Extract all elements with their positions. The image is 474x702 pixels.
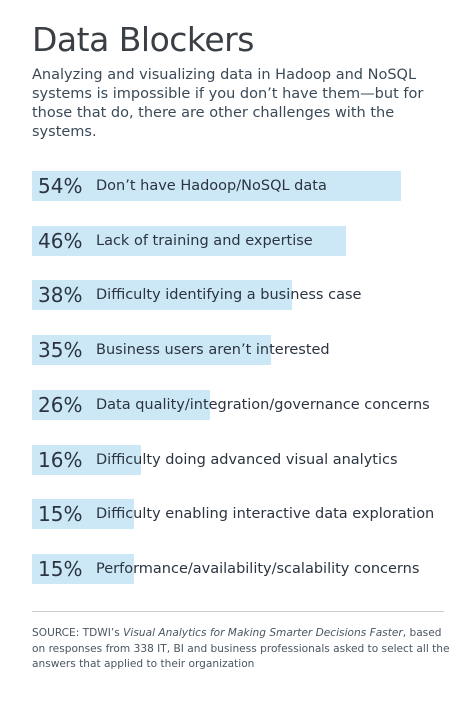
bar-category-label: Difficulty enabling interactive data exp… (96, 506, 435, 523)
bar-value-label: 15% (38, 556, 83, 581)
bar-category-label: Lack of training and expertise (96, 232, 313, 249)
bar-category-label: Performance/availability/scalability con… (96, 560, 420, 577)
bar (32, 444, 142, 475)
bar-category-label: Data quality/integration/governance conc… (96, 396, 430, 413)
bar-value-label: 54% (38, 174, 83, 198)
bar-category-label: Business users aren’t interested (96, 342, 330, 359)
bar (32, 225, 347, 256)
bar-row: 15% Performance/availability/scalability … (32, 553, 452, 584)
bar-category-label: Don’t have Hadoop/NoSQL data (96, 178, 327, 194)
bar-value-label: 26% (38, 392, 83, 417)
source-prefix: SOURCE: TDWI’s (32, 627, 124, 639)
source-report-title: Visual Analytics for Making Smarter Deci… (123, 627, 403, 639)
bar-row: 26% Data quality/integration/governance c… (32, 389, 452, 420)
bar-value-label: 15% (38, 502, 83, 527)
bar (32, 335, 272, 366)
page-title: Data Blockers (32, 20, 254, 59)
source-suffix: , based on responses from 338 IT, BI and… (32, 627, 450, 670)
bar-row: 38% Difficulty identifying a business cas… (32, 280, 452, 311)
bar-value-label: 35% (38, 338, 83, 363)
bar-value-label: 46% (38, 228, 83, 253)
bar-row: 54% Don’t have Hadoop/NoSQL data (32, 171, 452, 201)
bar-category-label: Difficulty identifying a business case (96, 287, 362, 304)
bar-value-label: 38% (38, 283, 83, 308)
bar (32, 280, 292, 311)
divider (32, 611, 444, 612)
bar (32, 553, 135, 584)
bar-value-label: 16% (38, 447, 83, 472)
page-subtitle: Analyzing and visualizing data in Hadoop… (32, 67, 424, 140)
bar-row: 46% Lack of training and expertise (32, 225, 452, 256)
bar-category-label: Difficulty doing advanced visual analyti… (96, 451, 398, 468)
bar (32, 171, 401, 201)
bar (32, 389, 210, 420)
bar-row: 15% Difficulty enabling interactive data … (32, 499, 452, 530)
bar-row: 16% Difficulty doing advanced visual anal… (32, 444, 452, 475)
bar-row: 35% Business users aren’t interested (32, 335, 452, 366)
source-note: SOURCE: TDWI’s Visual Analytics for Maki… (32, 626, 452, 673)
bar (32, 499, 135, 530)
